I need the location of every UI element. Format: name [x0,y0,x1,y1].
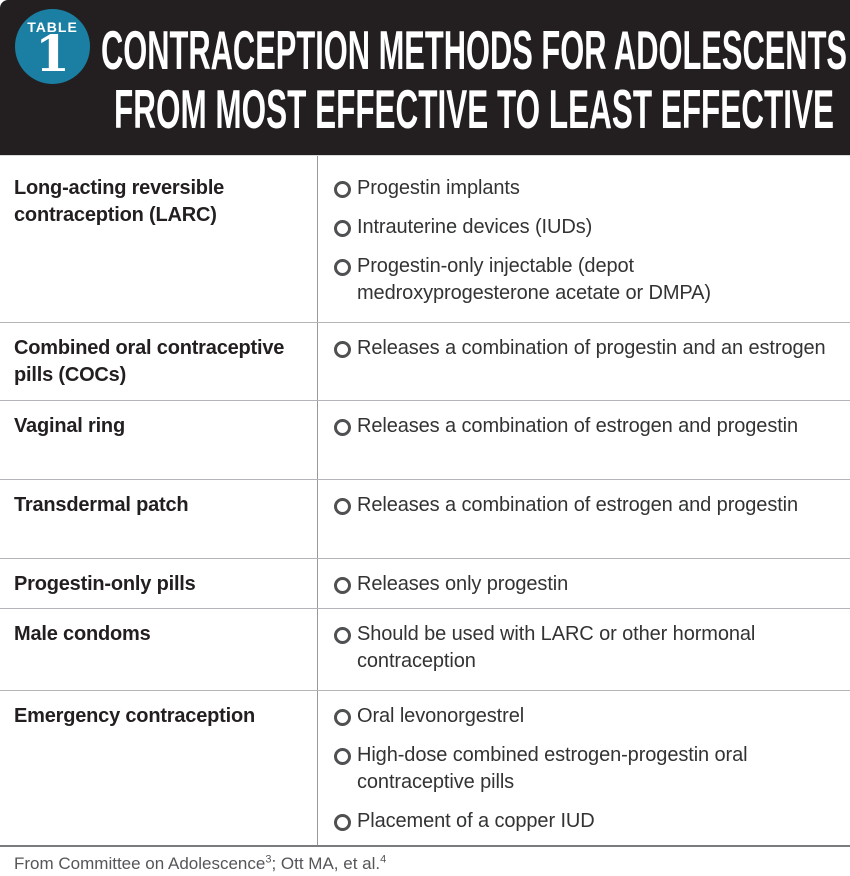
list-item: Progestin implants [334,175,832,202]
list-item: Placement of a copper IUD [334,808,832,835]
list-item-text: Releases a combination of estrogen and p… [357,494,799,516]
list-item: High-dose combined estrogen-progestin or… [334,742,832,796]
list-item: Should be used with LARC or other hormon… [334,621,832,675]
bullet-ring-icon [334,259,351,276]
list-item: Releases a combination of progestin and … [334,335,832,362]
list-item-text: Should be used with LARC or other hormon… [357,623,756,672]
title-line-2: FROM MOST EFFECTIVE TO LEAST EFFECTIVE [114,78,834,140]
source-citation-superscript: 4 [380,853,387,866]
source-note-text: ; Ott MA, et al. [271,854,381,873]
bullet-ring-icon [334,220,351,237]
list-item: Releases a combination of estrogen and p… [334,492,832,519]
list-item: Intrauterine devices (IUDs) [334,214,832,241]
list-item-text: Releases a combination of progestin and … [357,337,826,359]
list-item-text: High-dose combined estrogen-progestin or… [357,744,748,793]
method-name: Transdermal patch [0,480,318,558]
list-item-text: Intrauterine devices (IUDs) [357,216,593,238]
list-item: Oral levonorgestrel [334,703,832,730]
list-item-text: Progestin-only injectable (depot medroxy… [357,255,711,304]
list-item: Releases only progestin [334,571,832,598]
method-details: Releases only progestin [318,559,850,608]
method-name: Male condoms [0,609,318,690]
method-details: Should be used with LARC or other hormon… [318,609,850,690]
bullet-ring-icon [334,577,351,594]
table-row-male-condoms: Male condoms Should be used with LARC or… [0,608,850,690]
method-name: Vaginal ring [0,401,318,479]
source-note: From Committee on Adolescence3; Ott MA, … [0,845,850,875]
list-item-text: Oral levonorgestrel [357,705,525,727]
method-name: Long-acting reversible contraception (LA… [0,156,318,322]
table-row-transdermal-patch: Transdermal patch Releases a combination… [0,479,850,558]
contraception-table: Long-acting reversible contraception (LA… [0,155,850,845]
list-item-text: Progestin implants [357,177,520,199]
table-row-vaginal-ring: Vaginal ring Releases a combination of e… [0,400,850,479]
table-row-larc: Long-acting reversible contraception (LA… [0,155,850,322]
bullet-ring-icon [334,748,351,765]
method-details: Oral levonorgestrel High-dose combined e… [318,691,850,845]
method-name: Progestin-only pills [0,559,318,608]
table-badge-label: TABLE [27,19,78,35]
table-badge-number: 1 [35,24,70,83]
method-details: Releases a combination of estrogen and p… [318,401,850,479]
bullet-ring-icon [334,814,351,831]
list-item-text: Releases only progestin [357,573,569,595]
table-row-cocs: Combined oral contraceptive pills (COCs)… [0,322,850,400]
method-details: Progestin implants Intrauterine devices … [318,156,850,322]
list-item-text: Releases a combination of estrogen and p… [357,415,799,437]
list-item: Progestin-only injectable (depot medroxy… [334,253,832,307]
source-citation-superscript: 3 [265,853,272,866]
source-note-text: From Committee on Adolescence [14,854,266,873]
title-line-1: CONTRACEPTION METHODS FOR ADOLESCENTS [101,19,847,81]
method-details: Releases a combination of estrogen and p… [318,480,850,558]
bullet-ring-icon [334,419,351,436]
bullet-ring-icon [334,498,351,515]
method-name: Emergency contraception [0,691,318,845]
bullet-ring-icon [334,181,351,198]
table-row-progestin-only-pills: Progestin-only pills Releases only proge… [0,558,850,608]
bullet-ring-icon [334,341,351,358]
table-row-emergency-contraception: Emergency contraception Oral levonorgest… [0,690,850,845]
list-item-text: Placement of a copper IUD [357,810,595,832]
table-header: TABLE 1 CONTRACEPTION METHODS FOR ADOLES… [0,0,850,155]
bullet-ring-icon [334,709,351,726]
table-badge: TABLE 1 [15,9,90,84]
list-item: Releases a combination of estrogen and p… [334,413,832,440]
method-name: Combined oral contraceptive pills (COCs) [0,323,318,400]
page-title: CONTRACEPTION METHODS FOR ADOLESCENTS FR… [101,19,847,140]
method-details: Releases a combination of progestin and … [318,323,850,400]
bullet-ring-icon [334,627,351,644]
